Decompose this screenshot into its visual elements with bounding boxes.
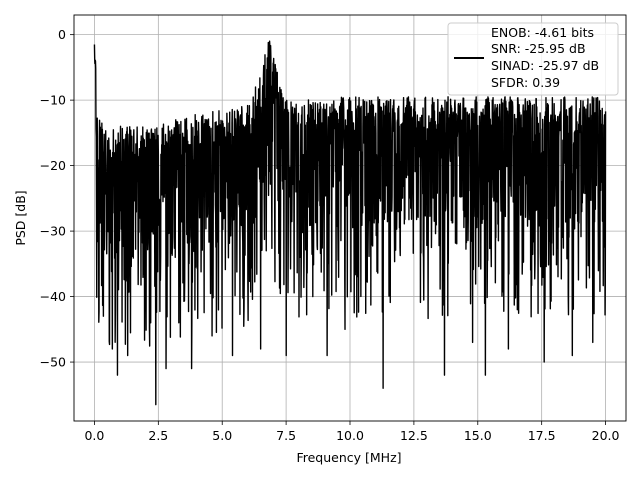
x-tick-label: 7.5 [276,428,296,443]
legend: ENOB: -4.61 bits SNR: -25.95 dB SINAD: -… [447,22,619,96]
y-tick-label: −40 [40,289,66,304]
axis-ticks: 0.0 2.5 5.0 7.5 10.0 12.5 15.0 17.5 20.0 0 −10 −20 −… [40,27,620,443]
x-tick-label: 12.5 [400,428,428,443]
y-tick-label: 0 [58,27,66,42]
x-tick-label: 20.0 [592,428,620,443]
y-tick-label: −20 [40,158,66,173]
plot-area [93,40,607,406]
x-tick-label: 0.0 [84,428,104,443]
y-axis-label: PSD [dB] [13,190,28,245]
x-tick-label: 15.0 [464,428,492,443]
legend-line-sinad: SINAD: -25.97 dB [491,58,599,73]
legend-line-snr: SNR: -25.95 dB [491,41,586,56]
y-tick-label: −30 [40,224,66,239]
legend-line-enob: ENOB: -4.61 bits [491,25,594,40]
legend-line-sfdr: SFDR: 0.39 [491,75,560,90]
x-tick-label: 5.0 [212,428,232,443]
x-tick-label: 2.5 [148,428,168,443]
y-tick-label: −50 [40,355,66,370]
legend-box [447,22,619,96]
y-tick-label: −10 [40,93,66,108]
x-tick-label: 17.5 [528,428,556,443]
psd-series-line [93,40,607,406]
x-tick-label: 10.0 [336,428,364,443]
x-axis-label: Frequency [MHz] [296,450,401,465]
